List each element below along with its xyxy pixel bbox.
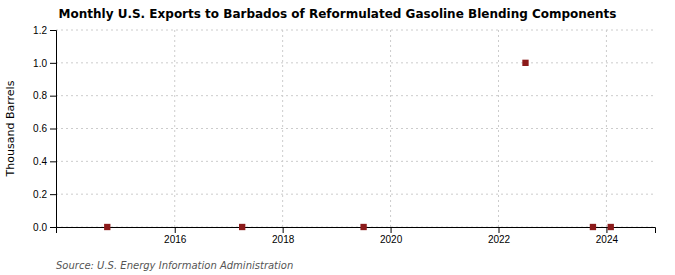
y-tick: 0.6 bbox=[33, 123, 56, 134]
x-tick: 2020 bbox=[380, 227, 403, 245]
y-tick: 0.4 bbox=[33, 156, 56, 167]
x-tick-label: 2020 bbox=[380, 234, 403, 245]
x-tick: 2024 bbox=[596, 227, 619, 245]
point bbox=[104, 224, 110, 230]
grid-line-x bbox=[606, 30, 607, 227]
y-axis-title: Thousand Barrels bbox=[4, 80, 17, 177]
grid-line-x bbox=[498, 30, 499, 227]
y-tick: 1.2 bbox=[33, 25, 56, 36]
y-tick-mark bbox=[50, 161, 56, 162]
plot-area: 2016 2018 2020 2022 2024 0.0 0.2 0.4 0.6 0.8 1.0 1.… bbox=[33, 25, 655, 245]
y-tick-label: 0.0 bbox=[33, 222, 47, 233]
point bbox=[360, 224, 366, 230]
x-tick-mark bbox=[283, 227, 284, 233]
x-tick: 2018 bbox=[272, 227, 295, 245]
x-tick: 2022 bbox=[488, 227, 511, 245]
y-tick-mark bbox=[50, 194, 56, 195]
grid-line-y bbox=[56, 161, 655, 162]
grid-line-x bbox=[390, 30, 391, 227]
x-tick-label: 2022 bbox=[488, 234, 511, 245]
chart: 2016 2018 2020 2022 2024 0.0 0.2 0.4 0.6 0.8 1.0 1.… bbox=[0, 0, 675, 275]
point bbox=[608, 224, 614, 230]
y-tick-label: 0.2 bbox=[33, 189, 47, 200]
y-tick-mark bbox=[50, 129, 56, 130]
y-tick-label: 1.0 bbox=[33, 58, 47, 69]
points bbox=[104, 60, 614, 230]
y-tick-mark bbox=[50, 96, 56, 97]
y-tick: 1.0 bbox=[33, 58, 56, 69]
y-tick-label: 1.2 bbox=[33, 25, 47, 36]
point bbox=[239, 224, 245, 230]
y-axis: 0.0 0.2 0.4 0.6 0.8 1.0 1.2 bbox=[33, 25, 56, 233]
grid-line-x bbox=[174, 30, 175, 227]
y-tick-label: 0.8 bbox=[33, 90, 47, 101]
y-tick-mark bbox=[50, 227, 56, 228]
x-tick-mark bbox=[391, 227, 392, 233]
grid-line-y bbox=[56, 95, 655, 96]
grid bbox=[56, 30, 655, 227]
y-tick-mark bbox=[50, 30, 56, 31]
y-tick-label: 0.4 bbox=[33, 156, 47, 167]
x-tick-mark bbox=[175, 227, 176, 233]
x-tick-label: 2018 bbox=[272, 234, 295, 245]
x-axis-line bbox=[57, 228, 656, 234]
grid-line-x bbox=[282, 30, 283, 227]
source-note: Source: U.S. Energy Information Administ… bbox=[56, 260, 293, 271]
y-tick: 0.0 bbox=[33, 222, 56, 233]
x-tick-mark bbox=[499, 227, 500, 233]
point bbox=[522, 60, 528, 66]
title: Monthly U.S. Exports to Barbados of Refo… bbox=[59, 7, 617, 21]
grid-line-y bbox=[56, 62, 655, 63]
x-axis: 2016 2018 2020 2022 2024 bbox=[57, 227, 656, 245]
y-tick-label: 0.6 bbox=[33, 123, 47, 134]
y-tick: 0.2 bbox=[33, 189, 56, 200]
point bbox=[590, 224, 596, 230]
x-tick: 2016 bbox=[164, 227, 187, 245]
x-tick-label: 2024 bbox=[596, 234, 619, 245]
grid-line-y bbox=[56, 128, 655, 129]
y-tick-mark bbox=[50, 63, 56, 64]
y-tick: 0.8 bbox=[33, 90, 56, 101]
grid-line-y bbox=[56, 194, 655, 195]
x-tick-mark bbox=[606, 227, 607, 233]
grid-line-y bbox=[56, 30, 655, 31]
x-tick-label: 2016 bbox=[164, 234, 187, 245]
y-axis-line bbox=[50, 31, 57, 228]
